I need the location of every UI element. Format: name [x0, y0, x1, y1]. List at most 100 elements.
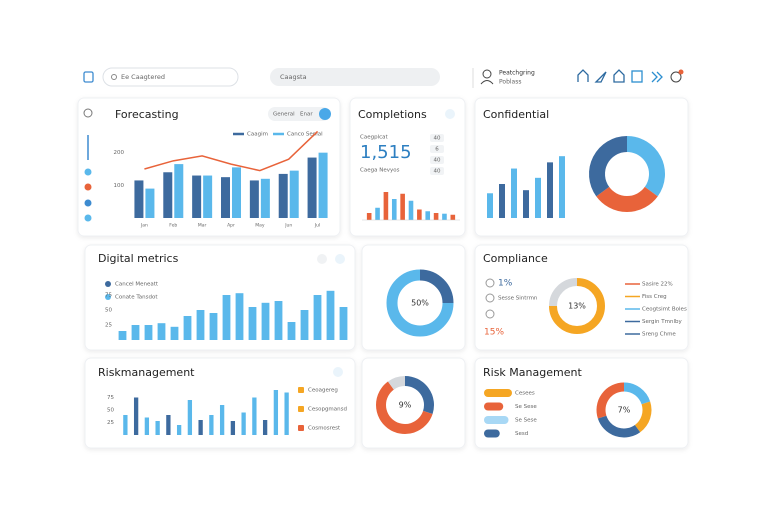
legend-label: Caagim	[247, 132, 268, 138]
doc-icon[interactable]	[631, 70, 643, 83]
user-role: Poblass	[499, 79, 521, 86]
legend-label: Se Sese	[515, 418, 537, 424]
bar	[133, 397, 139, 435]
donut-segment	[387, 376, 406, 390]
bar	[155, 421, 160, 435]
card	[349, 97, 466, 237]
bar	[523, 190, 529, 218]
legend-label: Cosmosrest	[308, 426, 341, 432]
building-icon[interactable]	[613, 69, 625, 83]
header: Ee Caagtered Caagsta Peatchgring Poblass	[83, 67, 684, 88]
bar	[547, 162, 553, 218]
bar	[118, 331, 127, 340]
card-title: Forecasting	[115, 108, 179, 121]
bar	[442, 213, 447, 220]
card-icon[interactable]	[335, 254, 345, 264]
search-box[interactable]	[102, 67, 239, 87]
forward-icon[interactable]	[651, 71, 663, 83]
bar	[339, 307, 348, 340]
stat: 40	[434, 169, 441, 175]
card-icon[interactable]	[445, 109, 455, 119]
legend-label: Cesopgmansd	[308, 407, 347, 413]
bar	[221, 177, 230, 218]
bar	[183, 316, 192, 340]
alert-icon[interactable]	[670, 71, 682, 83]
bar	[400, 193, 405, 220]
bar	[375, 207, 380, 220]
legend-label: Ceoagereg	[308, 388, 338, 394]
donut-segment	[597, 415, 641, 438]
line	[144, 130, 319, 172]
donut-segment	[419, 269, 454, 304]
stat-icon	[485, 278, 495, 288]
side-dot[interactable]	[84, 214, 92, 222]
legend-bar	[484, 402, 504, 411]
legend-swatch	[298, 387, 304, 393]
card-title: Confidential	[483, 108, 549, 121]
center-search-text: Caagsta	[280, 73, 307, 81]
center-search[interactable]	[270, 68, 440, 86]
send-icon[interactable]	[594, 71, 607, 83]
side-dot[interactable]	[84, 183, 92, 191]
y-tick-label: 100	[114, 183, 125, 189]
bar	[408, 200, 414, 220]
card	[77, 97, 341, 237]
bar	[248, 307, 257, 340]
bar	[241, 412, 246, 435]
bar	[131, 325, 140, 340]
bar	[166, 415, 171, 435]
card-icon[interactable]	[333, 367, 343, 377]
legend-label: Sesd	[515, 431, 528, 437]
donut-segment	[549, 278, 605, 334]
stat: 1%	[498, 279, 513, 289]
bar	[157, 323, 166, 340]
x-tick-label: May	[255, 223, 265, 229]
stat-pill	[430, 167, 444, 175]
menu-icon[interactable]	[83, 71, 94, 83]
bar	[450, 214, 456, 220]
bar	[391, 199, 397, 220]
user-icon-body	[480, 80, 494, 85]
bar	[170, 326, 179, 340]
search-text: Ee Caagtered	[121, 73, 165, 81]
side-icon[interactable]	[83, 108, 93, 118]
tab[interactable]: Enar	[300, 112, 313, 118]
bar	[383, 192, 389, 220]
bar	[313, 295, 322, 340]
bar	[307, 157, 317, 218]
card	[474, 244, 689, 351]
search-icon	[111, 74, 117, 80]
bar	[425, 211, 431, 220]
bar	[559, 156, 565, 218]
bar	[249, 180, 259, 218]
tab-button[interactable]	[319, 108, 331, 120]
bar	[144, 417, 150, 435]
user-icon[interactable]	[482, 69, 492, 79]
bar	[230, 421, 236, 435]
tab[interactable]: General	[273, 112, 295, 118]
x-tick-label: Jan	[140, 223, 148, 229]
stat-highlight: 15%	[484, 328, 504, 338]
bar	[134, 180, 144, 218]
legend-label: Cesees	[515, 391, 535, 397]
home-icon[interactable]	[577, 69, 589, 82]
donut-segment	[596, 382, 625, 419]
bar	[252, 397, 257, 435]
side-dot[interactable]	[84, 199, 92, 207]
x-tick-label: Feb	[169, 223, 177, 229]
bar	[232, 167, 241, 218]
bar	[219, 405, 225, 435]
donut-segment	[549, 278, 578, 307]
bar	[235, 293, 244, 340]
bar	[163, 172, 173, 218]
stat-pill	[430, 134, 444, 142]
bar	[278, 173, 288, 218]
bar	[487, 193, 493, 218]
caption: Caegplcat	[360, 135, 388, 141]
legend-label: Sreng Chme	[642, 332, 676, 338]
side-dot[interactable]	[84, 168, 92, 176]
donut-segment	[376, 381, 433, 434]
legend-label: Cancel Meneatt	[115, 282, 159, 288]
card-icon[interactable]	[317, 254, 327, 264]
